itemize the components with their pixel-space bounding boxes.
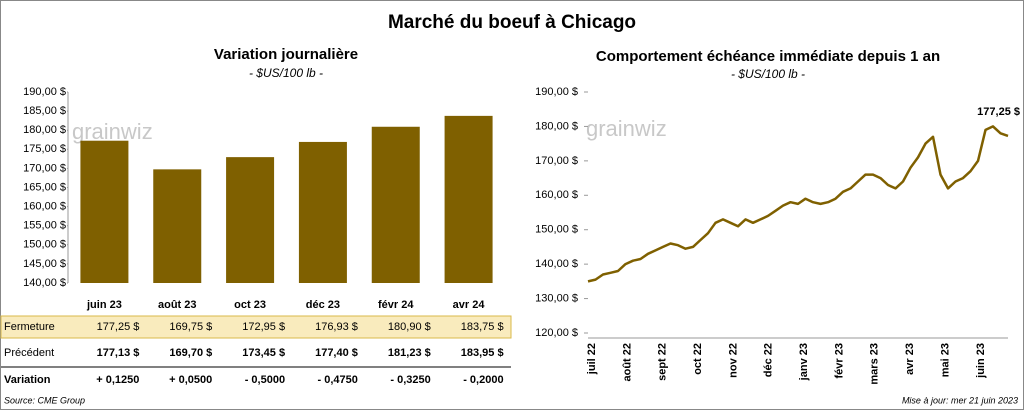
table-value: 172,95 $ [242,321,285,333]
table-value: - 0,5000 [245,374,285,386]
x-tick-label: janv 23 [798,343,810,381]
x-tick-label: juin 23 [975,343,987,379]
chart-subtitle: - $US/100 lb - [731,67,805,81]
page-title: Marché du boeuf à Chicago [388,12,636,33]
x-tick-label: juil 22 [586,343,598,375]
y-tick-label: 140,00 $ [535,258,578,270]
y-tick-label: 175,00 $ [23,143,66,155]
y-tick-label: 180,00 $ [23,124,66,136]
table-value: 169,70 $ [169,347,212,359]
table-value: 183,75 $ [461,321,504,333]
table-value: 169,75 $ [169,321,212,333]
x-tick-label: févr 24 [378,299,414,311]
table-value: + 0,0500 [169,374,212,386]
y-tick-label: 120,00 $ [535,327,578,339]
table-value: - 0,2000 [463,374,503,386]
bar [226,157,275,283]
x-tick-label: nov 22 [727,343,739,378]
y-tick-label: 160,00 $ [535,189,578,201]
table-value: 181,23 $ [388,347,431,359]
table-value: - 0,3250 [390,374,430,386]
x-tick-label: oct 22 [692,343,704,375]
y-tick-label: 145,00 $ [23,258,66,270]
x-tick-label: déc 22 [763,343,775,377]
table-value: 177,25 $ [97,321,140,333]
watermark: grainwiz [586,116,667,141]
x-tick-label: juin 23 [86,299,122,311]
y-tick-label: 150,00 $ [23,239,66,251]
x-tick-label: août 22 [621,343,633,382]
table-value: 176,93 $ [315,321,358,333]
price-line [587,125,1009,283]
bar [80,140,129,283]
table-value: 183,95 $ [461,347,504,359]
updated: Mise à jour: mer 21 juin 2023 [902,395,1018,405]
x-tick-label: août 23 [158,299,197,311]
table-value: - 0,4750 [318,374,358,386]
y-tick-label: 190,00 $ [23,86,66,98]
y-tick-label: 180,00 $ [535,120,578,132]
y-tick-label: 170,00 $ [23,162,66,174]
x-tick-label: déc 23 [306,299,340,311]
table-value: 173,45 $ [242,347,285,359]
chart-title: Variation journalière [214,46,358,63]
row-label: Variation [4,374,51,386]
table-value: 177,13 $ [97,347,140,359]
table-value: 180,90 $ [388,321,431,333]
chart-subtitle: - $US/100 lb - [249,66,323,80]
table-value: + 0,1250 [96,374,139,386]
y-tick-label: 130,00 $ [535,292,578,304]
y-tick-label: 140,00 $ [23,277,66,289]
y-tick-label: 155,00 $ [23,220,66,232]
x-tick-label: sept 22 [657,343,669,381]
table-value: 177,40 $ [315,347,358,359]
bar [371,126,420,284]
watermark: grainwiz [72,119,153,144]
x-tick-label: mars 23 [869,343,881,385]
y-tick-label: 170,00 $ [535,155,578,167]
last-value-label: 177,25 $ [977,106,1020,118]
x-tick-label: oct 23 [234,299,266,311]
chart-title: Comportement échéance immédiate depuis 1… [596,48,940,65]
y-tick-label: 160,00 $ [23,201,66,213]
y-tick-label: 165,00 $ [23,181,66,193]
row-highlight [0,315,512,339]
row-label: Fermeture [4,321,55,333]
y-tick-label: 150,00 $ [535,224,578,236]
x-tick-label: févr 23 [833,343,845,378]
source: Source: CME Group [4,395,85,405]
bar [444,115,493,283]
y-tick-label: 190,00 $ [535,86,578,98]
x-tick-label: avr 24 [453,299,486,311]
bar [298,141,347,283]
y-tick-label: 185,00 $ [23,105,66,117]
x-tick-label: mai 23 [939,343,951,377]
row-label: Précédent [4,347,54,359]
bar [153,169,202,283]
x-tick-label: avr 23 [904,343,916,375]
